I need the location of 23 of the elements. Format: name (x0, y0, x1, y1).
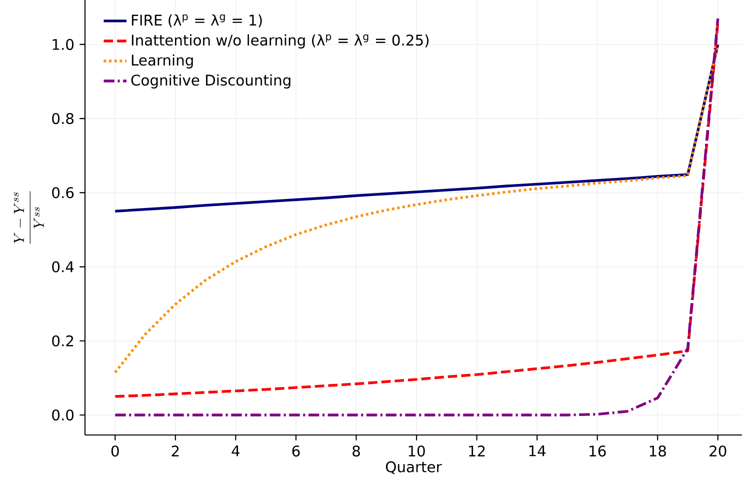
x-tick-label: 2 (172, 446, 179, 456)
y-tick-label: 0.6 (52, 187, 74, 198)
x-tick-label: 18 (650, 446, 666, 457)
x-tick-label: 12 (469, 446, 485, 456)
legend-label: FIRE (λ$^{p}$ = λ$^{g}$ = 1) (132, 14, 262, 28)
y-tick-label: 0.4 (52, 261, 74, 272)
y-tick-label: 1.0 (52, 38, 74, 50)
y-tick-label: 0.2 (52, 335, 74, 346)
y-axis-title: $\frac{Y-Y^{ss}}{Y^{ss}}$ (14, 191, 44, 244)
x-tick-label: 16 (590, 446, 606, 457)
x-tick-label: 8 (352, 446, 360, 457)
x-tick-label: 14 (529, 445, 546, 456)
x-tick-label: 4 (232, 445, 240, 456)
x-axis-title: Quarter (386, 461, 442, 474)
legend-label: Inattention w/o learning (λ$^{p}$ = λ$^{g}$ = 0.25) (132, 34, 429, 49)
legend-label: Learning (132, 54, 193, 69)
x-tick-label: 0 (111, 446, 119, 457)
x-tick-label: 10 (408, 446, 425, 457)
y-tick-label: 0.8 (52, 113, 74, 124)
legend-label: Cognitive Discounting (131, 74, 290, 89)
x-tick-label: 20 (710, 446, 726, 457)
y-tick-label: 0.0 (52, 409, 74, 421)
x-tick-label: 6 (292, 446, 300, 457)
